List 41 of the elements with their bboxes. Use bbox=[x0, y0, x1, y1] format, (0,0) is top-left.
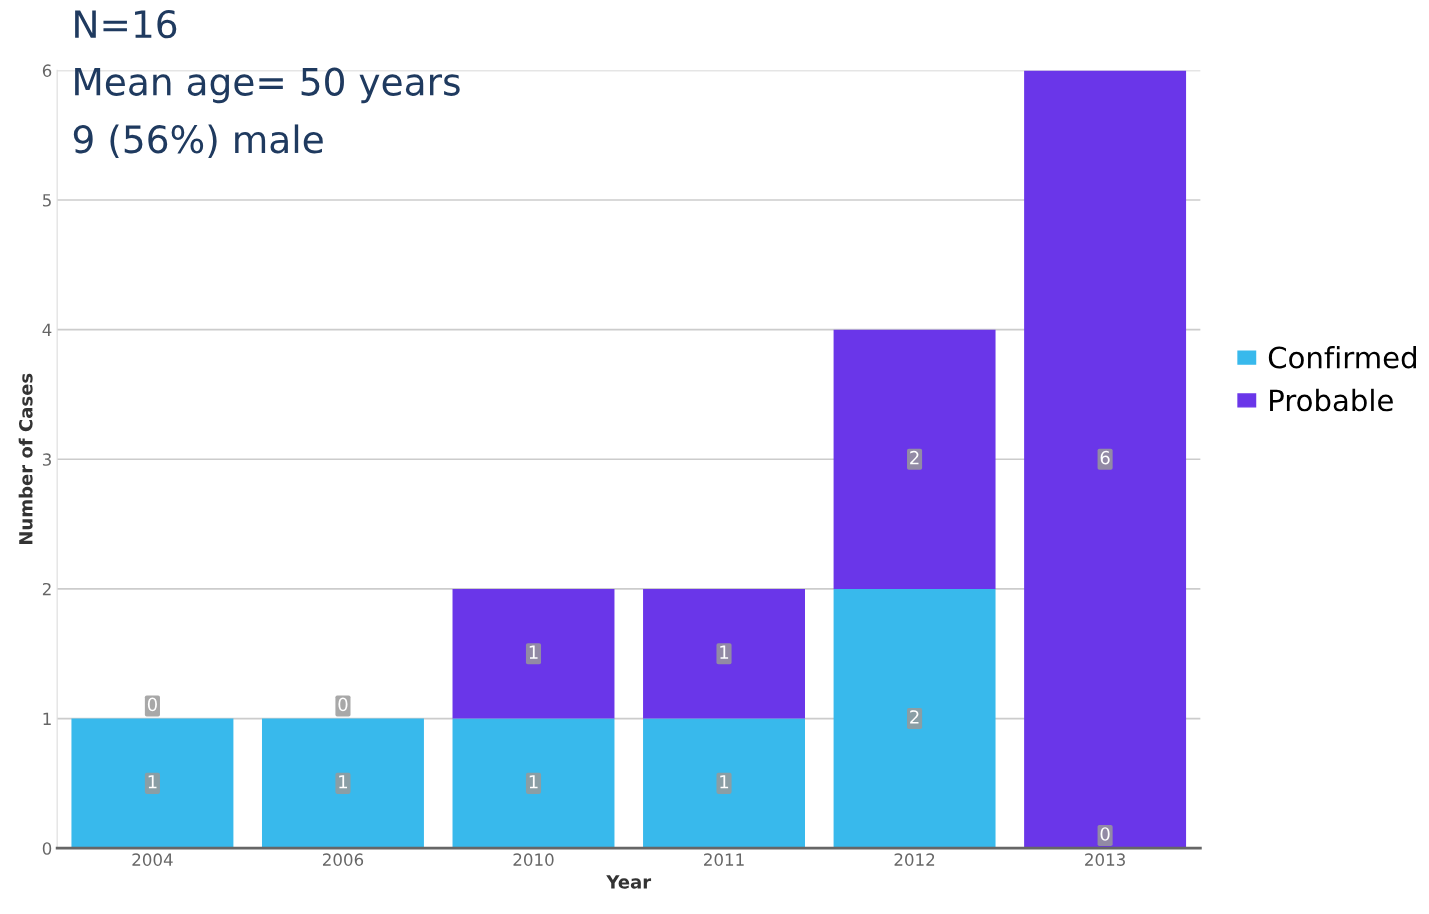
x-axis-title: Year bbox=[606, 875, 652, 889]
bar bbox=[261, 718, 424, 849]
bar bbox=[1024, 70, 1187, 849]
bar bbox=[643, 718, 805, 849]
annotation: 0 bbox=[1100, 827, 1110, 841]
x-tick-label: 2010 bbox=[513, 853, 554, 866]
data-label: 2 bbox=[910, 710, 919, 724]
x-tick-label: 2011 bbox=[704, 853, 744, 866]
legend-label: Confirmed bbox=[1268, 345, 1416, 369]
y-tick-label: 1 bbox=[43, 712, 51, 725]
data-label: 6 bbox=[1100, 450, 1110, 465]
data-label: 0 bbox=[147, 697, 157, 712]
bar bbox=[833, 329, 996, 589]
bar bbox=[452, 718, 615, 849]
legend-label: Probable bbox=[1270, 388, 1393, 412]
x-tick-label: 2013 bbox=[1085, 853, 1125, 866]
bar bbox=[71, 718, 234, 849]
annotation: 9 (56%) male bbox=[73, 124, 323, 158]
y-tick-label: 2 bbox=[42, 582, 51, 596]
bar bbox=[833, 588, 996, 849]
y-tick-label: 3 bbox=[42, 453, 51, 466]
bar bbox=[452, 588, 615, 719]
data-label: 0 bbox=[338, 697, 348, 712]
y-tick-label: 0 bbox=[42, 842, 52, 855]
bar bbox=[643, 588, 805, 719]
x-tick-label: 2004 bbox=[132, 853, 173, 866]
data-label: 1 bbox=[339, 775, 348, 789]
y-tick-label: 4 bbox=[42, 323, 52, 336]
data-label: 1 bbox=[529, 645, 538, 659]
x-tick-label: 2012 bbox=[894, 853, 935, 866]
data-label: 1 bbox=[720, 775, 729, 789]
data-label: 1 bbox=[720, 645, 729, 659]
y-tick-label: 5 bbox=[42, 194, 51, 207]
x-tick-label: 2006 bbox=[322, 853, 364, 866]
data-label: 1 bbox=[148, 775, 157, 789]
y-axis-title: Number of Cases bbox=[18, 373, 33, 545]
annotation: Mean age= 50 years bbox=[75, 67, 460, 104]
data-label: 2 bbox=[910, 450, 919, 465]
y-tick-label: 6 bbox=[42, 64, 52, 77]
text: N=16 bbox=[75, 9, 177, 39]
data-label: 1 bbox=[529, 775, 538, 789]
